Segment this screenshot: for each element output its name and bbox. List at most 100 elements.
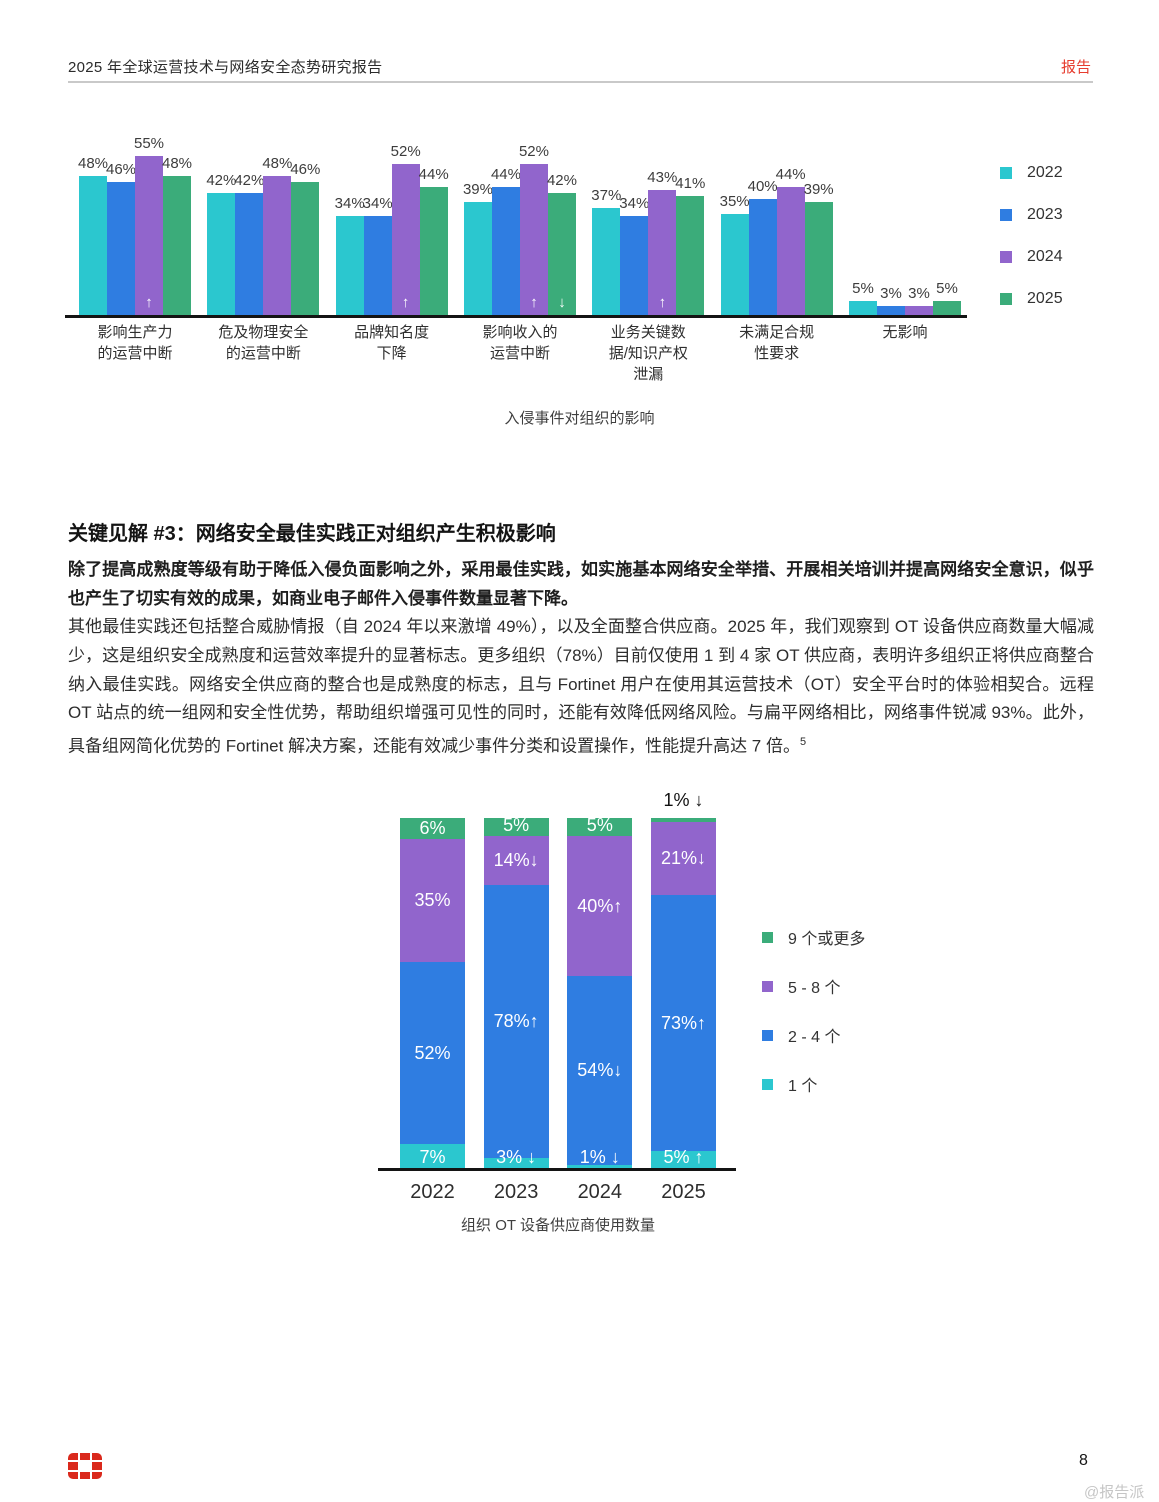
trend-up-icon: ↑	[658, 294, 667, 311]
bar-value-label: 42%	[206, 172, 237, 190]
bar-value-label: 46%	[290, 160, 321, 178]
bar-2023: 42%	[234, 172, 264, 315]
legend-label: 2025	[1027, 290, 1063, 307]
legend-label: 2022	[1027, 164, 1063, 181]
legend-label: 9 个或更多	[788, 931, 866, 948]
bar-2022: 35%	[720, 193, 750, 315]
bar-group: 35% 40% 44% 39%	[720, 166, 834, 315]
bar-2022: 37%	[591, 187, 621, 315]
bar-2025: 42% ↓	[547, 172, 577, 315]
segment-1 个: 7%	[400, 1143, 465, 1168]
bar-value-label: 39%	[462, 180, 493, 198]
bar-2025: 41%	[675, 175, 705, 315]
trend-down-icon: ↓	[558, 294, 566, 311]
bar-2022: 48%	[78, 155, 108, 315]
segment-value-label: 35%	[414, 890, 451, 911]
bar-value-label: 48%	[77, 154, 109, 172]
bar-2022: 5%	[848, 280, 877, 315]
bar-group: 34% 34% 52% ↑ 44%	[335, 143, 449, 315]
bar-value-label: 5%	[852, 279, 874, 297]
vendor-chart-caption: 组织 OT 设备供应商使用数量	[461, 1217, 655, 1234]
legend-swatch-icon	[1000, 167, 1012, 179]
bar-value-label: 34%	[362, 195, 393, 213]
stacked-bar-2022: 7% 52% 35% 6%	[400, 818, 465, 1168]
segment-value-label: 21%↓	[660, 848, 706, 869]
segment-5 - 8 个: 14%↓	[483, 835, 549, 885]
bar-2024: 44%	[776, 166, 806, 315]
bar-2024: 55% ↑	[134, 135, 164, 315]
paragraph-text: 其他最佳实践还包括整合威胁情报（自 2024 年以来激增 49%），以及全面整合…	[68, 617, 1094, 756]
x-axis-year-label: 2023	[493, 1181, 539, 1203]
segment-value-label: 5%	[503, 814, 530, 835]
legend-swatch-icon	[762, 1029, 773, 1041]
bar-value-label: 52%	[390, 143, 421, 161]
trend-up-icon: ↑	[401, 294, 410, 311]
bar-2024: 52% ↑	[519, 143, 549, 315]
segment-value-label: 5% ↑	[663, 1147, 704, 1167]
bar-2023: 46%	[106, 161, 136, 315]
bar-2024: 43% ↑	[647, 169, 677, 315]
bar-2023: 34%	[363, 195, 393, 315]
bar-group: 48% 46% 55% ↑ 48%	[78, 135, 192, 315]
segment-value-label: 6%	[419, 818, 446, 838]
segment-1 个: 1% ↓	[567, 1147, 633, 1168]
bar-value-label: 44%	[418, 166, 449, 184]
vendor-chart-legend: 9 个或更多 5 - 8 个 2 - 4 个 1 个	[762, 925, 865, 1121]
legend-item-2023: 2023	[1000, 206, 1063, 224]
bar-value-label: 55%	[133, 134, 165, 152]
segment-value-label: 40%↑	[577, 895, 623, 916]
bar-2024: 48%	[262, 155, 292, 315]
legend-label: 2 - 4 个	[788, 1029, 841, 1046]
segment-2 - 4 个: 78%↑	[483, 884, 549, 1158]
bar-2024: 3%	[904, 285, 933, 315]
bar-2025: 48%	[162, 155, 192, 315]
segment-5 - 8 个: 40%↑	[567, 835, 633, 976]
x-axis-year-label: 2022	[410, 1181, 455, 1203]
segment-value-label: 52%	[414, 1042, 451, 1063]
segment-value-label: 1% ↓	[579, 1147, 620, 1167]
bar-value-label: 3%	[908, 285, 930, 303]
bar-2025: 39%	[804, 181, 834, 315]
bar-value-label: 48%	[161, 154, 193, 172]
impact-chart-plot-groups: 48% 46% 55% ↑ 48% 42% 42% 48% 46% 34% 34% 52% ↑ 44% 39…	[78, 132, 961, 315]
bar-value-label: 48%	[262, 154, 293, 172]
impact-chart-category-labels: 影响生产力 的运营中断 危及物理安全 的运营中断 品牌知名度 下降 影响收入的 运营中…	[79, 322, 961, 385]
segment-9 个或更多: 5%	[567, 814, 633, 836]
bar-value-label: 40%	[747, 178, 778, 195]
bar-2022: 34%	[335, 195, 365, 315]
bar-value-label: 42%	[546, 172, 577, 190]
segment-value-label: 5%	[586, 814, 613, 835]
bar-2022: 42%	[206, 172, 236, 315]
bar-2023: 44%	[491, 166, 521, 315]
segment-value-label: 3% ↓	[496, 1147, 537, 1167]
legend-label: 5 - 8 个	[788, 980, 841, 997]
segment-value-label: 54%↓	[577, 1060, 623, 1080]
segment-2 - 4 个: 73%↑	[650, 895, 716, 1151]
segment-5 - 8 个: 35%	[400, 839, 465, 962]
bar-value-label: 39%	[803, 180, 834, 198]
stacked-bar-2023: 3% ↓ 78%↑ 14%↓ 5%	[483, 814, 549, 1168]
bar-value-label: 42%	[234, 172, 265, 190]
legend-swatch-icon	[1000, 209, 1012, 221]
footnote-reference: 5	[799, 736, 807, 749]
header-divider	[68, 81, 1093, 83]
vendor-chart-year-labels: 2022 2023 2024 2025	[400, 1181, 716, 1204]
category-label: 业务关键数 据/知识产权 泄漏	[608, 324, 688, 383]
page-number: 8	[1079, 1452, 1088, 1469]
section-paragraph-body: 其他最佳实践还包括整合威胁情报（自 2024 年以来激增 49%），以及全面整合…	[68, 613, 1094, 762]
segment-2 - 4 个: 54%↓	[567, 975, 633, 1165]
bar-value-label: 41%	[675, 175, 706, 193]
legend-swatch-icon	[762, 980, 773, 992]
legend-swatch-icon	[1000, 251, 1012, 263]
segment-5 - 8 个: 21%↓	[650, 821, 716, 895]
bar-value-label: 44%	[775, 166, 806, 184]
x-axis-year-label: 2025	[661, 1181, 706, 1203]
segment-2 - 4 个: 52%	[400, 961, 465, 1144]
legend-item-2024: 2024	[1000, 248, 1063, 266]
impact-chart-legend: 2022 2023 2024 2025	[1000, 164, 1063, 332]
legend-item: 1 个	[762, 1072, 865, 1096]
bar-value-label: 34%	[334, 195, 365, 213]
bar-2025: 44%	[419, 166, 449, 315]
watermark: @报告派	[1084, 1484, 1145, 1501]
legend-item: 5 - 8 个	[762, 974, 865, 998]
